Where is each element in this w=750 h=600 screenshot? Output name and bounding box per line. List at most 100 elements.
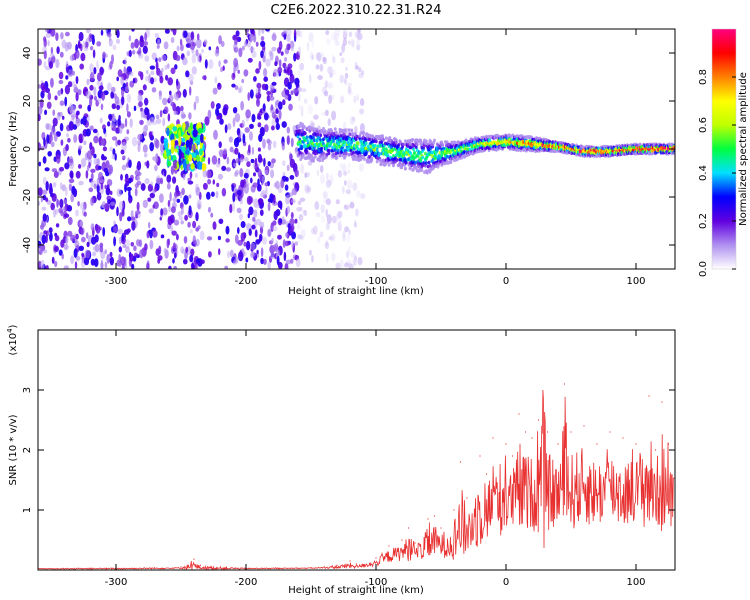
heatmap-x-axis-label: Height of straight line (km) <box>288 286 424 297</box>
heatmap-cell-scattered-noise <box>42 189 48 195</box>
heatmap-cell-scattered-noise <box>128 189 131 199</box>
heatmap-ridge-cell <box>415 142 419 147</box>
heatmap-cell-scattered-noise <box>276 255 280 266</box>
heatmap-cell-scattered-noise <box>289 158 296 168</box>
heatmap-ridge-cell <box>312 159 315 163</box>
heatmap-cell-scattered-noise <box>171 230 177 236</box>
heatmap-cell-scattered-noise <box>90 197 94 206</box>
heatmap-cell-scattered-noise <box>129 118 133 128</box>
heatmap-cell-sparse-noise <box>297 86 302 93</box>
heatmap-cell-scattered-noise <box>104 261 108 269</box>
heatmap-cell-sparse-noise <box>353 96 357 104</box>
heatmap-cell-scattered-noise <box>270 104 274 111</box>
heatmap-cell-scattered-noise <box>75 91 79 102</box>
heatmap-cell-scattered-noise <box>231 83 236 88</box>
heatmap-cell-scattered-noise <box>192 235 196 245</box>
heatmap-cell-scattered-noise <box>129 253 134 262</box>
heatmap-cell-scattered-noise <box>228 136 233 143</box>
heatmap-ridge-cell <box>436 165 440 169</box>
heatmap-cell-scattered-noise <box>234 187 237 193</box>
heatmap-cell-scattered-noise <box>102 156 107 161</box>
heatmap-cell-sparse-noise <box>298 214 304 221</box>
heatmap-y-axis-label: Frequency (Hz) <box>8 111 19 187</box>
heatmap-cell-cluster <box>186 155 189 160</box>
heatmap-cell-scattered-noise <box>158 57 162 63</box>
snr-y-tick-label: 2 <box>22 447 33 453</box>
heatmap-cell-scattered-noise <box>265 58 271 67</box>
heatmap-cell-scattered-noise <box>267 261 271 269</box>
heatmap-cell-scattered-noise <box>240 100 245 111</box>
heatmap-cell-scattered-noise <box>85 170 89 179</box>
heatmap-cell-scattered-noise <box>261 83 267 91</box>
heatmap-cell-sparse-noise <box>331 215 337 224</box>
heatmap-cell-scattered-noise <box>59 123 64 132</box>
heatmap-cell-scattered-noise <box>253 209 258 218</box>
heatmap-cell-scattered-noise <box>286 135 290 146</box>
snr-scale-label: (x104) <box>6 324 19 355</box>
heatmap-x-tick-label: 0 <box>503 276 509 287</box>
heatmap-cell-scattered-noise <box>159 193 164 203</box>
snr-data-point <box>440 527 442 529</box>
heatmap-cell-scattered-noise <box>45 264 49 269</box>
heatmap-ridge-cell <box>375 147 379 152</box>
heatmap-cell-scattered-noise <box>113 220 116 226</box>
heatmap-cell-scattered-noise <box>195 49 199 57</box>
heatmap-cell-scattered-noise <box>144 32 148 42</box>
heatmap-cell-sparse-noise <box>335 213 341 220</box>
heatmap-cell-scattered-noise <box>201 48 204 54</box>
heatmap-cell-sparse-noise <box>317 75 323 80</box>
heatmap-ridge-cell <box>350 128 354 133</box>
heatmap-ridge-cell <box>303 125 306 129</box>
heatmap-cell-scattered-noise <box>146 69 149 75</box>
heatmap-cell-scattered-noise <box>136 175 141 182</box>
heatmap-cell-scattered-noise <box>45 87 50 93</box>
heatmap-cell-sparse-noise <box>331 31 337 42</box>
heatmap-cell-scattered-noise <box>50 46 54 55</box>
heatmap-y-tick-label: -20 <box>22 189 33 205</box>
heatmap-cell-scattered-noise <box>267 229 272 237</box>
heatmap-ridge-cell <box>327 148 331 153</box>
heatmap-cell-scattered-noise <box>50 29 56 37</box>
heatmap-cell-scattered-noise <box>220 66 224 73</box>
heatmap-cell-scattered-noise <box>73 134 78 144</box>
heatmap-cell-scattered-noise <box>163 247 167 253</box>
heatmap-cell-scattered-noise <box>58 79 64 85</box>
heatmap-cell-scattered-noise <box>278 109 282 120</box>
heatmap-cell-cluster <box>187 126 192 134</box>
heatmap-cell-scattered-noise <box>68 121 74 131</box>
heatmap-cell-scattered-noise <box>196 56 201 62</box>
heatmap-cell-scattered-noise <box>102 146 107 152</box>
heatmap-cell-scattered-noise <box>57 90 61 96</box>
heatmap-ridge-cell <box>333 127 337 131</box>
heatmap-cell-sparse-noise <box>341 186 345 194</box>
heatmap-cell-scattered-noise <box>55 154 61 164</box>
heatmap-cell-scattered-noise <box>164 29 170 34</box>
heatmap-cell-scattered-noise <box>85 29 91 34</box>
heatmap-cell-scattered-noise <box>243 69 249 77</box>
heatmap-cell-scattered-noise <box>264 169 269 175</box>
heatmap-cell-scattered-noise <box>193 101 197 111</box>
heatmap-cell-scattered-noise <box>170 206 176 214</box>
heatmap-cell-sparse-noise <box>304 184 310 194</box>
heatmap-cell-scattered-noise <box>194 173 198 178</box>
heatmap-cell-scattered-noise <box>127 216 132 222</box>
heatmap-cell-scattered-noise <box>290 137 294 148</box>
heatmap-cell-scattered-noise <box>100 29 104 36</box>
heatmap-cell-scattered-noise <box>172 197 178 203</box>
heatmap-cell-scattered-noise <box>117 139 121 146</box>
heatmap-cell-sparse-noise <box>322 56 326 62</box>
heatmap-ridge-cell <box>384 147 388 151</box>
heatmap-cell-scattered-noise <box>112 148 116 156</box>
heatmap-cell-scattered-noise <box>134 187 138 197</box>
heatmap-cell-sparse-noise <box>329 72 333 78</box>
heatmap-cell-scattered-noise <box>207 109 212 120</box>
snr-scale-close: ) <box>8 324 19 328</box>
heatmap-cell-scattered-noise <box>60 210 64 217</box>
heatmap-cell-scattered-noise <box>104 203 109 210</box>
heatmap-ridge-cell <box>414 155 417 160</box>
heatmap-cell-scattered-noise <box>267 201 271 212</box>
heatmap-cell-scattered-noise <box>67 137 71 143</box>
heatmap-cell-sparse-noise <box>306 41 310 51</box>
heatmap-cell-scattered-noise <box>143 41 149 46</box>
heatmap-cell-scattered-noise <box>263 68 268 77</box>
